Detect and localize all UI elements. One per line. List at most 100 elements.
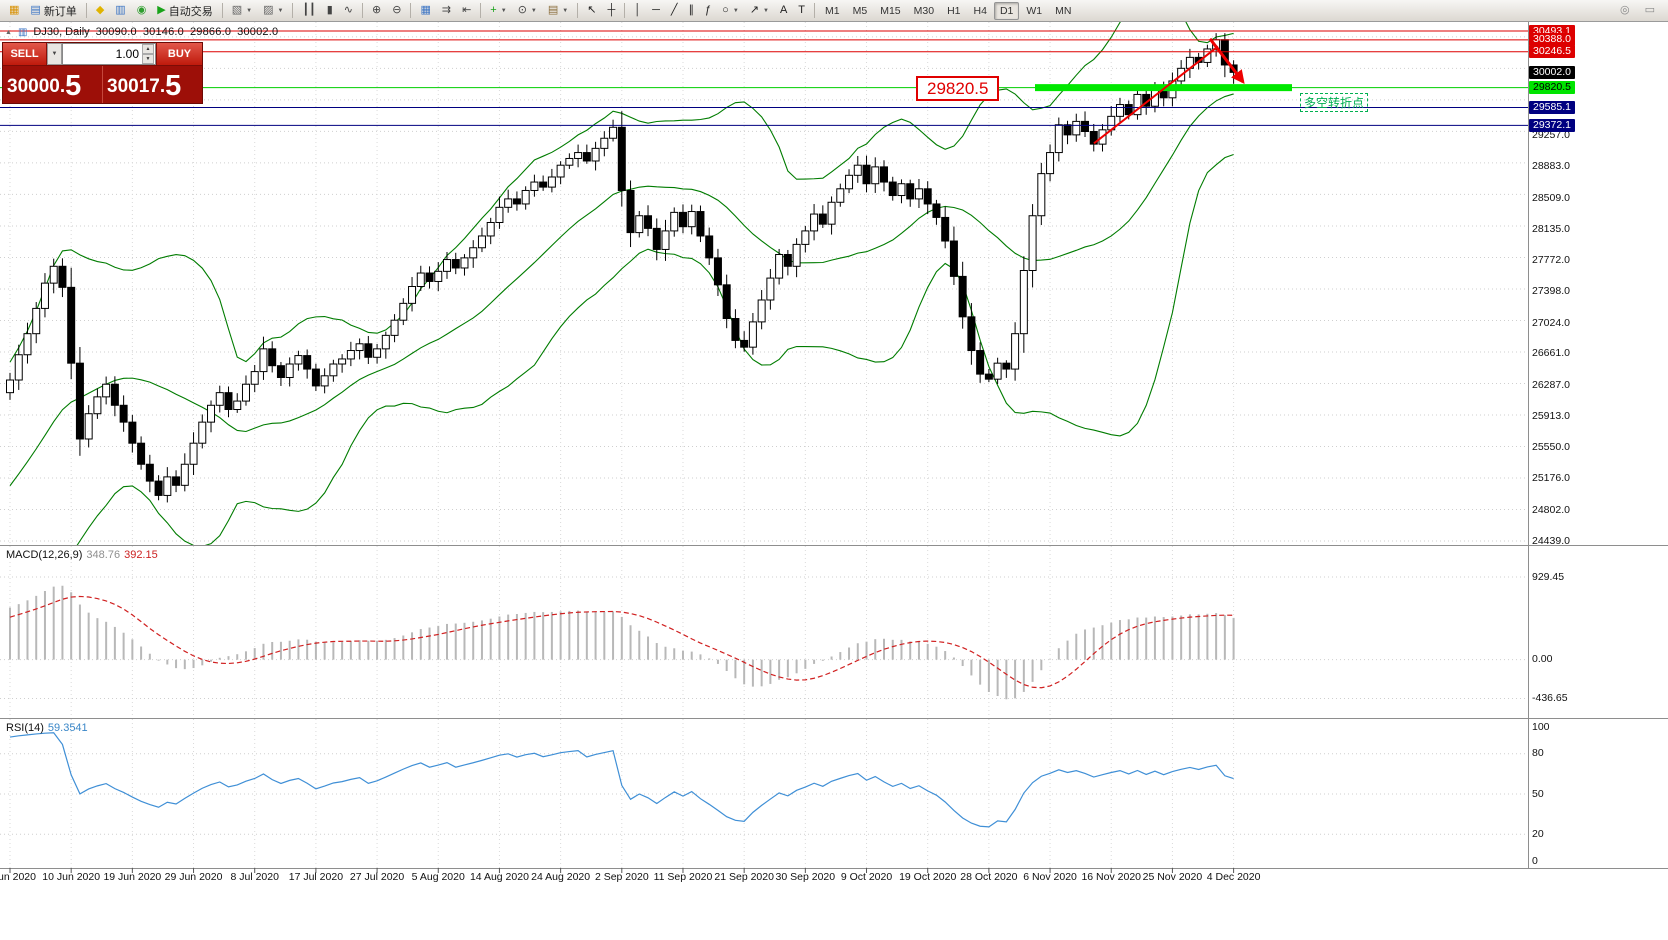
new-order-button[interactable]: ▤ 新订单 (25, 2, 81, 20)
auto-scroll-icon: ⇉ (441, 4, 452, 16)
new-order-icon: ▤ (30, 4, 41, 16)
chart-shift-icon: ⇤ (462, 4, 472, 16)
timeframe-mn[interactable]: MN (1055, 4, 1072, 17)
order-panel-prices: 30000. 5 30017. 5 (3, 65, 202, 103)
autotrading-button[interactable]: ▶ 自动交易 (152, 2, 217, 20)
tile-windows-icon: ▦ (420, 4, 431, 16)
search-icon[interactable]: ◎ (1615, 2, 1635, 20)
chart-note-label[interactable]: 多空转折点 (1300, 93, 1369, 112)
horizontal-line-icon[interactable]: ─ (647, 2, 665, 20)
toolbar-right-icons: ◎ ▭ (1615, 2, 1664, 20)
tile-windows-icon[interactable]: ▦ (415, 2, 435, 20)
chat-icon: ▭ (1644, 4, 1655, 16)
macd-main-value: 348.76 (86, 549, 121, 561)
fibonacci-icon[interactable]: ƒ (700, 2, 716, 20)
toolbar-separator (577, 3, 579, 18)
timeframe-h1[interactable]: H1 (947, 4, 961, 17)
chat-icon[interactable]: ▭ (1640, 2, 1660, 20)
chevron-down-icon: ▼ (762, 7, 769, 14)
indicators-icon: + (490, 4, 497, 16)
buy-price[interactable]: 30017. 5 (103, 66, 202, 103)
order-options-dropdown[interactable]: ▼ (47, 43, 62, 65)
timeframe-w1[interactable]: W1 (1026, 4, 1043, 17)
bar-chart-icon: ┃┃ (302, 4, 316, 16)
text-label-icon[interactable]: T (793, 2, 810, 20)
templates-icon[interactable]: ▤ ▼ (543, 2, 573, 20)
ohlc-close: 30002.0 (237, 26, 279, 38)
toolbar-separator (292, 3, 294, 18)
metaeditor-icon[interactable]: ◆ (91, 2, 109, 20)
cursor-icon[interactable]: ↖ (582, 2, 601, 20)
volume-stepper: ▲ ▼ (142, 44, 154, 64)
toolbar-separator (624, 3, 626, 18)
crosshair-icon[interactable]: ┼ (602, 2, 620, 20)
timeframe-m15[interactable]: M15 (880, 4, 901, 17)
timeframe-m1[interactable]: M1 (825, 4, 840, 17)
new-order-button-label: 新订单 (43, 5, 77, 18)
rsi-name: RSI(14) (6, 722, 44, 734)
chevron-down-icon: ▼ (246, 7, 253, 14)
symbol-period-label: DJ30, Daily (33, 26, 90, 38)
market-watch-icon[interactable]: ▥ (110, 2, 130, 20)
autotrading-button-label: 自动交易 (168, 5, 213, 18)
channel-icon[interactable]: ∥ (684, 2, 700, 20)
bar-chart-icon[interactable]: ┃┃ (297, 2, 320, 20)
timeframe-d1[interactable]: D1 (993, 1, 1020, 20)
zoom-in-icon[interactable]: ⊕ (367, 2, 386, 20)
indicators-icon[interactable]: + ▼ (485, 2, 511, 20)
volume-value: 1.00 (115, 47, 139, 61)
toolbar-separator (85, 3, 87, 18)
profiles-icon[interactable]: ▨ ▼ (258, 2, 288, 20)
one-click-trading-panel: SELL ▼ 1.00 ▲ ▼ BUY 30000. 5 30017. 5 (2, 42, 203, 104)
macd-signal-value: 392.15 (124, 549, 158, 561)
toolbar-separator (362, 3, 364, 18)
ohlc-open: 30090.0 (95, 26, 137, 38)
horizontal-line-icon: ─ (652, 4, 660, 16)
timeframe-m5[interactable]: M5 (852, 4, 868, 17)
new-chart-icon[interactable]: ▧ ▼ (227, 2, 257, 20)
crosshair-icon: ┼ (607, 4, 616, 16)
strategy-tester-icon: ◉ (136, 4, 147, 16)
strategy-tester-icon[interactable]: ◉ (132, 2, 152, 20)
auto-scroll-icon[interactable]: ⇉ (437, 2, 456, 20)
arrows-icon: ↗ (749, 4, 759, 16)
order-panel-controls: SELL ▼ 1.00 ▲ ▼ BUY (3, 43, 202, 65)
chevron-down-icon: ▼ (562, 7, 569, 14)
line-chart-icon[interactable]: ∿ (339, 2, 358, 20)
buy-price-int: 30017. (107, 76, 166, 97)
sell-price-int: 30000. (7, 76, 66, 97)
timeframe-h4[interactable]: H4 (973, 4, 987, 17)
trend-line (1208, 37, 1245, 84)
arrows-icon[interactable]: ↗ ▼ (745, 2, 774, 20)
macd-name: MACD(12,26,9) (6, 549, 83, 561)
shapes-icon[interactable]: ○ ▼ (717, 2, 744, 20)
periods-icon[interactable]: ⊙ ▼ (513, 2, 542, 20)
app-icon[interactable]: ▦ (4, 2, 24, 20)
text-icon[interactable]: A (775, 2, 792, 20)
trendline-icon: ╱ (670, 4, 678, 16)
chart-shift-icon[interactable]: ⇤ (457, 2, 476, 20)
volume-down-icon[interactable]: ▼ (142, 54, 154, 64)
volume-input[interactable]: 1.00 ▲ ▼ (62, 43, 156, 65)
grid (0, 22, 1528, 868)
profiles-icon: ▨ (263, 4, 274, 16)
text-icon: A (779, 4, 788, 16)
volume-up-icon[interactable]: ▲ (142, 44, 154, 54)
rsi-value: 59.3541 (47, 722, 88, 734)
timeframe-m30[interactable]: M30 (913, 4, 935, 17)
price-callout[interactable]: 29820.5 (916, 76, 1000, 101)
ohlc-low: 29866.0 (189, 26, 232, 38)
panel-collapse-icon[interactable]: ▲ (5, 28, 12, 36)
sell-button[interactable]: SELL (3, 43, 47, 65)
candlestick-icon[interactable]: ▮ (322, 2, 338, 20)
vertical-line-icon[interactable]: │ (629, 2, 646, 20)
candlestick-icon: ▮ (326, 4, 333, 16)
zoom-out-icon[interactable]: ⊖ (387, 2, 406, 20)
buy-button[interactable]: BUY (156, 43, 202, 65)
fibonacci-icon: ƒ (705, 4, 712, 16)
new-chart-icon: ▧ (231, 4, 243, 16)
sell-price[interactable]: 30000. 5 (3, 66, 103, 103)
trendline-icon[interactable]: ╱ (666, 2, 683, 20)
search-icon: ◎ (1619, 4, 1630, 16)
